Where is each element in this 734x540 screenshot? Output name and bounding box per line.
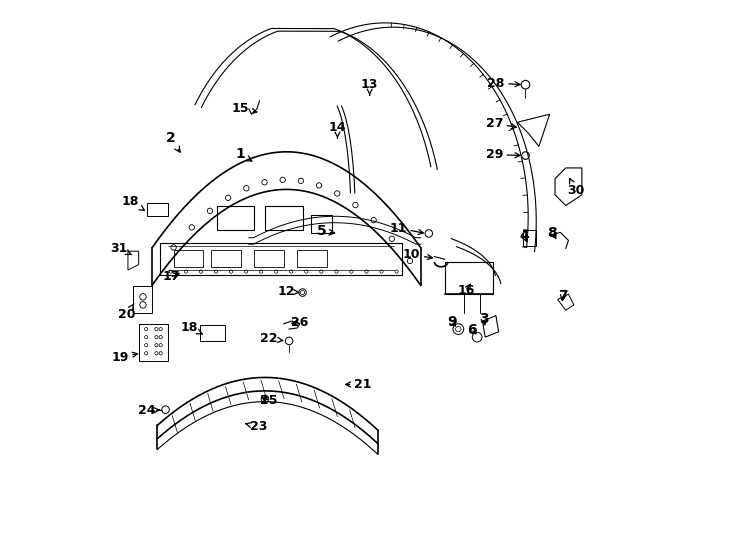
Text: 24: 24 — [138, 404, 160, 417]
Text: 11: 11 — [390, 221, 424, 234]
Text: 10: 10 — [403, 248, 432, 261]
Text: 16: 16 — [458, 284, 475, 297]
Bar — [523, 230, 537, 246]
Text: 22: 22 — [261, 332, 283, 345]
Text: 7: 7 — [559, 289, 568, 303]
Text: 1: 1 — [236, 147, 252, 161]
Text: 18: 18 — [181, 321, 203, 334]
Text: 15: 15 — [232, 103, 257, 116]
Text: 31: 31 — [110, 242, 131, 255]
Text: 18: 18 — [122, 195, 145, 211]
Text: 30: 30 — [567, 179, 584, 197]
Text: 25: 25 — [261, 394, 278, 407]
Text: 5: 5 — [316, 224, 335, 238]
Bar — [200, 325, 225, 341]
Text: 9: 9 — [447, 315, 457, 329]
Text: 8: 8 — [548, 226, 557, 240]
Bar — [297, 249, 327, 267]
Bar — [134, 286, 152, 313]
Bar — [445, 262, 493, 294]
Text: 17: 17 — [162, 271, 180, 284]
Bar — [147, 203, 168, 217]
Text: 6: 6 — [467, 323, 476, 337]
Bar — [217, 206, 254, 230]
Text: 14: 14 — [329, 121, 346, 138]
Text: 23: 23 — [246, 420, 267, 434]
Bar — [254, 249, 284, 267]
Text: 12: 12 — [277, 285, 299, 298]
Text: 3: 3 — [479, 313, 489, 326]
Text: 20: 20 — [118, 303, 136, 321]
Text: 26: 26 — [291, 316, 308, 329]
Text: 27: 27 — [486, 117, 516, 130]
Text: 28: 28 — [487, 77, 520, 90]
Text: 29: 29 — [486, 148, 520, 161]
Text: 19: 19 — [111, 350, 137, 363]
Bar — [310, 215, 332, 233]
Text: 21: 21 — [346, 378, 371, 391]
Text: 13: 13 — [361, 78, 378, 96]
Bar — [139, 323, 168, 361]
Bar — [174, 249, 203, 267]
Bar — [265, 206, 302, 230]
Text: 2: 2 — [166, 131, 180, 152]
Text: 4: 4 — [520, 229, 529, 243]
Bar — [211, 249, 241, 267]
